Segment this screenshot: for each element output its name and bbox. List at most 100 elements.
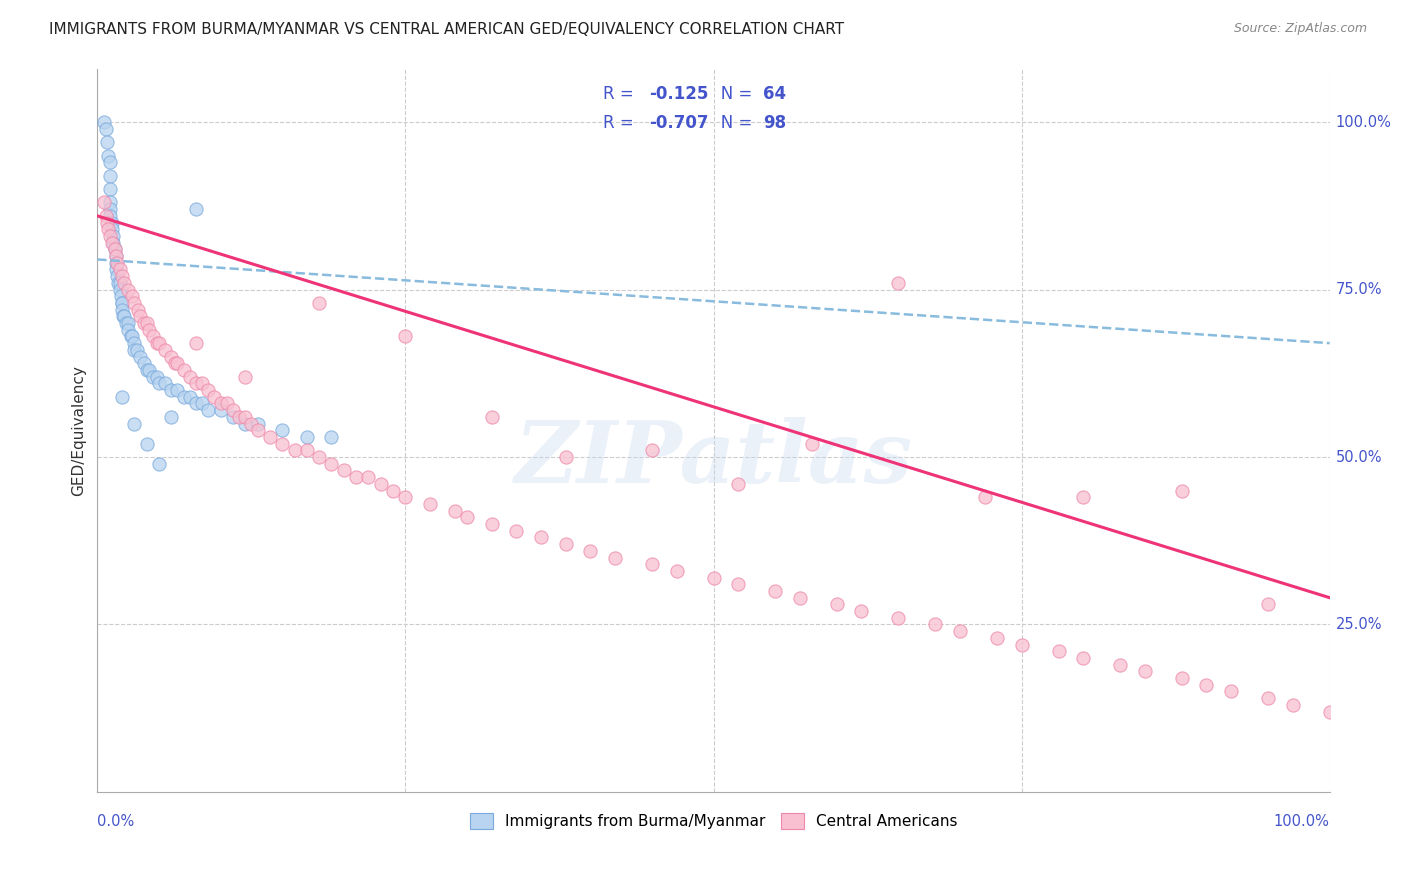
Point [603, 550, 626, 565]
Point [308, 450, 330, 464]
Legend: Immigrants from Burma/Myanmar, Central Americans: Immigrants from Burma/Myanmar, Central A… [464, 806, 963, 835]
Text: 64: 64 [763, 85, 786, 103]
Point [104, 249, 127, 263]
Point [259, 430, 281, 444]
Point [191, 376, 214, 391]
Text: 100.0%: 100.0% [1336, 114, 1392, 129]
Point [887, 276, 910, 290]
Point [1011, 638, 1033, 652]
Point [554, 450, 576, 464]
Point [148, 457, 170, 471]
Point [333, 463, 356, 477]
Point [727, 577, 749, 591]
Point [295, 430, 318, 444]
Point [145, 336, 167, 351]
Point [94, 121, 117, 136]
Point [184, 336, 207, 351]
Point [112, 310, 135, 324]
Point [209, 396, 232, 410]
Point [271, 423, 294, 437]
Point [271, 436, 294, 450]
Point [851, 604, 873, 618]
Point [166, 383, 188, 397]
Point [111, 269, 134, 284]
Point [179, 390, 201, 404]
Point [148, 336, 170, 351]
Point [124, 343, 146, 357]
Point [191, 396, 214, 410]
Point [97, 148, 120, 162]
Point [153, 343, 176, 357]
Point [1071, 490, 1094, 504]
Point [173, 363, 195, 377]
Point [110, 289, 132, 303]
Point [173, 390, 195, 404]
Point [184, 396, 207, 410]
Point [179, 369, 201, 384]
Point [148, 376, 170, 391]
Point [98, 169, 121, 183]
Point [101, 216, 124, 230]
Text: 50.0%: 50.0% [1336, 450, 1382, 465]
Point [1257, 691, 1279, 706]
Point [1171, 483, 1194, 498]
Point [135, 316, 157, 330]
Text: Source: ZipAtlas.com: Source: ZipAtlas.com [1233, 22, 1367, 36]
Text: 0.0%: 0.0% [97, 814, 135, 829]
Point [160, 383, 183, 397]
Point [108, 262, 131, 277]
Point [419, 497, 441, 511]
Point [986, 631, 1008, 645]
Point [124, 417, 146, 431]
Point [530, 530, 553, 544]
Point [96, 135, 118, 149]
Point [222, 409, 245, 424]
Point [121, 289, 143, 303]
Point [222, 403, 245, 417]
Point [101, 222, 124, 236]
Point [949, 624, 972, 639]
Point [108, 276, 131, 290]
Point [93, 115, 115, 129]
Point [111, 296, 134, 310]
Point [308, 296, 330, 310]
Point [108, 283, 131, 297]
Point [98, 202, 121, 217]
Point [1071, 651, 1094, 665]
Text: R =: R = [603, 85, 638, 103]
Point [166, 356, 188, 370]
Point [117, 316, 139, 330]
Text: 25.0%: 25.0% [1336, 617, 1382, 632]
Point [283, 443, 305, 458]
Point [481, 409, 503, 424]
Point [103, 235, 125, 250]
Point [138, 363, 160, 377]
Point [357, 470, 380, 484]
Point [93, 195, 115, 210]
Point [344, 470, 367, 484]
Point [321, 430, 343, 444]
Point [1133, 665, 1156, 679]
Point [763, 584, 786, 599]
Point [98, 182, 121, 196]
Point [443, 503, 465, 517]
Point [321, 457, 343, 471]
Point [120, 329, 142, 343]
Point [197, 383, 219, 397]
Point [184, 202, 207, 217]
Point [98, 155, 121, 169]
Point [104, 256, 127, 270]
Point [98, 195, 121, 210]
Point [240, 417, 263, 431]
Point [702, 571, 724, 585]
Point [246, 417, 269, 431]
Point [142, 329, 165, 343]
Point [105, 269, 128, 284]
Point [1195, 678, 1218, 692]
Point [554, 537, 576, 551]
Point [1257, 598, 1279, 612]
Point [129, 350, 152, 364]
Point [94, 209, 117, 223]
Point [1319, 705, 1341, 719]
Point [125, 343, 148, 357]
